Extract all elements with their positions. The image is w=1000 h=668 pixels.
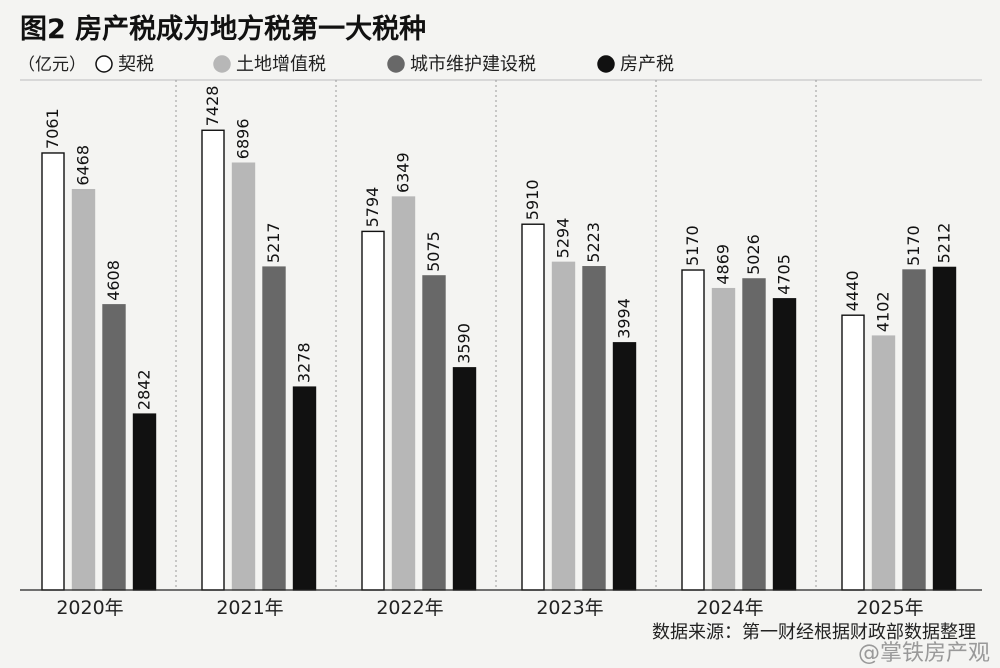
data-label: 4705 <box>775 254 794 295</box>
data-label: 5294 <box>554 218 573 259</box>
bar <box>102 304 126 591</box>
data-label: 3278 <box>295 342 314 383</box>
data-label: 4869 <box>714 244 733 285</box>
x-tick-label: 2025年 <box>856 597 923 619</box>
bar <box>422 275 446 591</box>
bar <box>772 298 797 591</box>
x-tick-label: 2020年 <box>56 597 123 619</box>
bar <box>582 266 606 591</box>
legend-label: 契税 <box>118 54 154 75</box>
bar <box>71 188 96 591</box>
legend-swatch <box>597 55 615 73</box>
unit-label: （亿元） <box>18 55 86 75</box>
data-label: 5223 <box>584 222 603 263</box>
bar <box>711 287 736 591</box>
bar <box>681 269 705 591</box>
bar <box>132 413 157 591</box>
data-label: 5794 <box>363 187 382 228</box>
bar <box>521 223 545 591</box>
data-label: 5170 <box>904 225 923 266</box>
data-label: 5217 <box>264 222 283 263</box>
bar <box>201 129 225 591</box>
legend: 契税 土地增值税 城市维护建设税 房产税 <box>95 54 674 75</box>
data-label: 6349 <box>394 152 413 193</box>
legend-label: 房产税 <box>620 54 674 75</box>
data-label: 6468 <box>74 145 93 186</box>
data-label: 5075 <box>424 231 443 272</box>
bar <box>871 335 896 591</box>
x-tick-label: 2024年 <box>696 597 763 619</box>
x-tick-label: 2022年 <box>376 597 443 619</box>
x-tick-label: 2023年 <box>536 597 603 619</box>
data-label: 3590 <box>455 323 474 364</box>
bar <box>742 278 766 591</box>
source-note: 数据来源：第一财经根据财政部数据整理 <box>652 622 976 643</box>
bar <box>902 269 926 591</box>
bars <box>41 129 957 591</box>
chart-title: 图2 房产税成为地方税第一大税种 <box>20 13 426 45</box>
legend-swatch <box>95 55 113 73</box>
bar <box>932 266 957 591</box>
data-label: 6896 <box>234 118 253 159</box>
x-axis-labels: 2020年 2021年 2022年 2023年 2024年 2025年 <box>56 597 923 619</box>
legend-swatch <box>213 55 231 73</box>
bar <box>361 230 385 591</box>
data-label: 2842 <box>135 369 154 410</box>
data-label: 7428 <box>203 86 222 127</box>
bar <box>262 266 286 591</box>
value-labels: 7061 6468 4608 2842 7428 6896 5217 3278 5794 6349… <box>43 86 954 411</box>
legend-swatch <box>387 55 405 73</box>
bar <box>231 162 256 591</box>
data-label: 5026 <box>744 234 763 275</box>
data-label: 5212 <box>935 223 954 264</box>
legend-label: 城市维护建设税 <box>410 54 536 75</box>
data-label: 4608 <box>104 260 123 301</box>
data-label: 3994 <box>615 298 634 339</box>
data-label: 5170 <box>683 225 702 266</box>
data-label: 7061 <box>43 108 62 149</box>
watermark-text: @掌铁房产观 <box>858 641 990 666</box>
grid <box>175 80 817 590</box>
bar <box>612 342 637 591</box>
data-label: 5910 <box>523 180 542 221</box>
bar <box>551 261 576 591</box>
bar <box>41 152 65 591</box>
bar <box>391 196 416 591</box>
bar <box>452 367 477 591</box>
legend-label: 土地增值税 <box>236 54 326 75</box>
x-tick-label: 2021年 <box>216 597 283 619</box>
bar <box>292 386 317 591</box>
bar <box>841 314 865 591</box>
data-label: 4440 <box>843 270 862 311</box>
data-label: 4102 <box>874 291 893 332</box>
